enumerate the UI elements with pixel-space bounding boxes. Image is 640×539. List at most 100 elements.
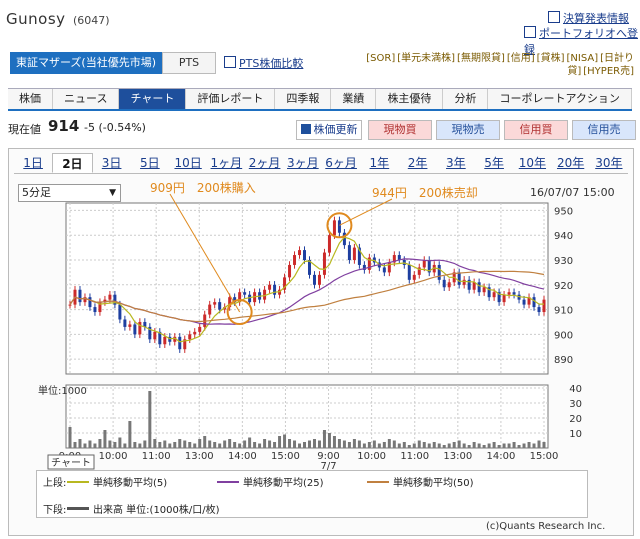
range-tab[interactable]: 10日 [174,156,202,170]
legend-swatch [367,481,389,483]
annotation-text: 944円 200株売却 [372,185,478,200]
volume-bar [532,443,536,448]
candle-body [248,294,252,303]
stock-code: (6047) [73,14,110,27]
price-tick-label: 950 [554,206,573,217]
nav-item[interactable]: 四季報 [275,89,332,109]
nav-item[interactable]: 評価レポート [186,89,276,109]
time-tick-label: 10:00 [357,451,386,462]
portfolio-link[interactable]: ポートフォリオへ登録 [524,25,640,57]
time-tick-label: 10:00 [99,451,128,462]
market-badge: [信用] [506,53,535,64]
range-tab[interactable]: 6ヶ月 [325,156,357,170]
portfolio-link-label: ポートフォリオへ登録 [524,27,638,56]
refresh-icon [300,124,311,134]
volume-bar [387,439,391,448]
range-tab[interactable]: 10年 [518,156,547,170]
nav-item[interactable]: コーポレートアクション [488,89,632,109]
legend-label: 単純移動平均(50) [393,478,474,489]
refresh-button[interactable]: 株価更新 [296,120,362,140]
candle-body [233,297,237,303]
range-tab[interactable]: 3年 [446,156,466,170]
volume-bar [273,442,277,448]
legend-lower-label: 下段: [43,505,67,516]
buy-credit-button[interactable]: 信用買 [504,120,568,140]
volume-bar [193,443,197,448]
volume-bar [542,442,546,448]
candle-body [78,289,82,303]
volume-bar [462,443,466,448]
nav-item[interactable]: 分析 [443,89,489,109]
candle-body [462,279,466,285]
volume-bar [457,440,461,448]
candle-body [148,326,152,340]
market-tab[interactable]: 東証マザーズ(当社優先市場) [10,52,162,74]
volume-bar [223,440,227,448]
candle-body [88,297,92,308]
range-tab[interactable]: 2日 [52,153,93,173]
volume-bar [278,436,282,448]
volume-unit-label: 単位:1000 [38,384,87,397]
volume-bar [342,440,346,448]
market-badge: [単元未満株] [397,53,456,64]
volume-bar [83,443,87,448]
volume-bar [268,440,272,448]
range-tab[interactable]: 5日 [140,156,160,170]
nav-item[interactable]: 株価 [8,89,54,109]
annotation-leader [339,198,393,226]
buy-real-button[interactable]: 現物買 [368,120,432,140]
range-tab[interactable]: 1年 [369,156,390,170]
chart-legend: 上段: 単純移動平均(5) 単純移動平均(25) 単純移動平均(50) 下段: 出来高 単… [36,470,588,518]
pts-compare-link[interactable]: PTS株価比較 [224,55,303,71]
nav-item[interactable]: 株主優待 [376,89,444,109]
earnings-link[interactable]: 決算発表情報 [548,10,629,26]
candle-body [387,262,391,273]
volume-bar [103,430,107,448]
legend-swatch [67,481,89,483]
volume-tick-label: 10 [569,429,582,440]
candle-body [153,331,157,340]
sell-real-button[interactable]: 現物売 [436,120,500,140]
candle-body [322,252,326,275]
volume-bar [307,440,311,448]
volume-bar [188,442,192,448]
candle-body [492,292,496,298]
volume-bar [382,442,386,448]
pts-tab[interactable]: PTS [162,52,216,74]
candle-body [507,292,511,295]
volume-bar [123,443,127,448]
volume-bar [427,443,431,448]
range-tab[interactable]: 2年 [407,156,428,170]
range-tab[interactable]: 1ヶ月 [210,156,243,170]
range-tab[interactable]: 30年 [595,156,623,170]
nav-item[interactable]: ニュース [53,89,120,109]
interval-select[interactable]: 5分足 ▼ [18,184,121,202]
volume-tick-label: 20 [569,414,582,425]
range-tab[interactable]: 5年 [484,156,504,170]
candle-body [163,336,167,345]
candle-body [477,282,481,293]
volume-bar [492,442,496,448]
candle-body [542,299,546,313]
sell-credit-button[interactable]: 信用売 [572,120,636,140]
market-badge: [貸株] [536,53,565,64]
candle-body [113,294,117,305]
volume-bar [447,443,451,448]
candle-body [317,274,321,285]
range-tab[interactable]: 1日 [23,156,43,170]
range-tab[interactable]: 3ヶ月 [287,156,319,170]
candle-body [188,334,192,340]
range-tab[interactable]: 3日 [101,156,122,170]
candle-body [243,292,247,295]
nav-item[interactable]: チャート [119,89,187,109]
volume-bar [337,439,341,448]
range-tab[interactable]: 20年 [556,156,585,170]
current-price: 914 [48,117,80,135]
legend-upper-label: 上段: [43,478,67,489]
volume-bar [467,445,471,448]
range-tab[interactable]: 2ヶ月 [248,156,281,170]
volume-bar [357,440,361,448]
nav-item[interactable]: 業績 [331,89,377,109]
volume-bar [482,445,486,448]
price-tick-label: 920 [554,281,573,292]
